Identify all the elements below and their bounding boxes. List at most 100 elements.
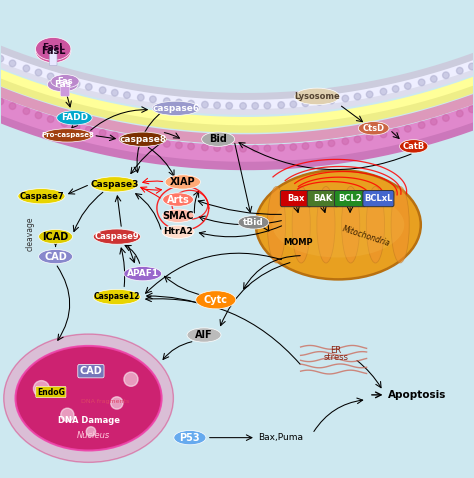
Ellipse shape xyxy=(36,37,71,60)
Circle shape xyxy=(278,144,284,151)
Circle shape xyxy=(443,115,449,121)
FancyBboxPatch shape xyxy=(60,80,70,97)
Text: CAD: CAD xyxy=(80,366,102,376)
Circle shape xyxy=(9,103,16,109)
Circle shape xyxy=(342,95,349,102)
Text: AIF: AIF xyxy=(195,330,213,340)
Text: Apoptosis: Apoptosis xyxy=(388,390,446,400)
Circle shape xyxy=(35,69,42,76)
Circle shape xyxy=(35,112,42,119)
Text: FasL: FasL xyxy=(41,46,65,56)
Text: Cytc: Cytc xyxy=(204,295,228,305)
Circle shape xyxy=(9,60,16,67)
Ellipse shape xyxy=(57,111,92,125)
Ellipse shape xyxy=(16,346,162,450)
FancyBboxPatch shape xyxy=(280,191,311,206)
Circle shape xyxy=(430,119,437,125)
Circle shape xyxy=(164,141,170,147)
Text: P53: P53 xyxy=(180,433,200,443)
Text: stress: stress xyxy=(323,353,348,362)
Circle shape xyxy=(328,140,335,147)
Ellipse shape xyxy=(273,192,404,258)
FancyBboxPatch shape xyxy=(307,191,338,206)
Circle shape xyxy=(0,55,4,62)
Circle shape xyxy=(124,372,138,386)
Circle shape xyxy=(430,76,437,82)
Circle shape xyxy=(137,137,144,143)
Text: DNA fragments: DNA fragments xyxy=(81,399,129,404)
Text: SMAC: SMAC xyxy=(163,211,194,221)
Ellipse shape xyxy=(196,291,236,309)
Circle shape xyxy=(380,88,387,95)
Circle shape xyxy=(366,134,373,141)
Circle shape xyxy=(264,102,271,109)
Ellipse shape xyxy=(238,216,269,229)
Text: HtrA2: HtrA2 xyxy=(163,228,193,237)
Ellipse shape xyxy=(201,132,235,146)
Ellipse shape xyxy=(4,334,173,462)
Circle shape xyxy=(456,67,463,74)
Circle shape xyxy=(443,72,449,78)
Text: CtsD: CtsD xyxy=(363,124,385,133)
Ellipse shape xyxy=(43,129,92,142)
Circle shape xyxy=(23,108,30,115)
Circle shape xyxy=(61,77,68,84)
Circle shape xyxy=(392,129,399,135)
Text: DNA Damage: DNA Damage xyxy=(57,416,119,425)
Text: Bax: Bax xyxy=(287,194,305,203)
Circle shape xyxy=(85,84,92,90)
Circle shape xyxy=(86,427,96,436)
Circle shape xyxy=(100,130,106,136)
Ellipse shape xyxy=(93,289,140,304)
Text: Bid: Bid xyxy=(209,134,227,144)
FancyBboxPatch shape xyxy=(363,191,394,206)
Text: Lysosome: Lysosome xyxy=(294,92,340,101)
Ellipse shape xyxy=(162,225,194,239)
Circle shape xyxy=(404,125,411,132)
FancyBboxPatch shape xyxy=(335,191,365,206)
Circle shape xyxy=(47,73,54,80)
Circle shape xyxy=(73,80,80,87)
Text: Arts: Arts xyxy=(167,195,190,205)
Circle shape xyxy=(290,144,297,151)
Circle shape xyxy=(366,91,373,98)
Text: Bax,Puma: Bax,Puma xyxy=(258,433,303,442)
Ellipse shape xyxy=(400,140,428,153)
Text: XIAP: XIAP xyxy=(170,177,196,187)
Text: EndoG: EndoG xyxy=(37,388,65,397)
Ellipse shape xyxy=(391,186,409,263)
Circle shape xyxy=(264,145,271,152)
Circle shape xyxy=(188,100,194,107)
Text: FasL: FasL xyxy=(42,43,64,53)
Text: ER: ER xyxy=(330,346,342,355)
Ellipse shape xyxy=(295,88,339,105)
Ellipse shape xyxy=(342,186,360,263)
Circle shape xyxy=(226,102,233,109)
Circle shape xyxy=(137,94,144,101)
Text: MOMP: MOMP xyxy=(283,239,313,247)
Circle shape xyxy=(419,122,425,129)
Text: caspase6: caspase6 xyxy=(152,104,199,113)
Ellipse shape xyxy=(174,431,206,445)
Text: ICAD: ICAD xyxy=(43,232,69,241)
Text: Fas: Fas xyxy=(54,80,71,89)
Circle shape xyxy=(34,380,49,397)
Ellipse shape xyxy=(47,77,78,92)
Circle shape xyxy=(111,397,123,409)
Ellipse shape xyxy=(51,75,79,88)
Circle shape xyxy=(164,98,170,105)
Ellipse shape xyxy=(38,229,73,244)
Ellipse shape xyxy=(119,132,166,146)
Circle shape xyxy=(316,141,323,148)
Circle shape xyxy=(111,89,118,96)
Text: cleavage: cleavage xyxy=(25,216,34,250)
Text: CAD: CAD xyxy=(44,251,67,261)
Ellipse shape xyxy=(91,177,138,192)
Circle shape xyxy=(456,110,463,117)
Text: tBid: tBid xyxy=(243,218,264,227)
Circle shape xyxy=(302,143,309,150)
Text: CatB: CatB xyxy=(402,142,425,151)
Text: Nucleus: Nucleus xyxy=(77,431,110,440)
Circle shape xyxy=(0,98,4,105)
Circle shape xyxy=(419,79,425,86)
